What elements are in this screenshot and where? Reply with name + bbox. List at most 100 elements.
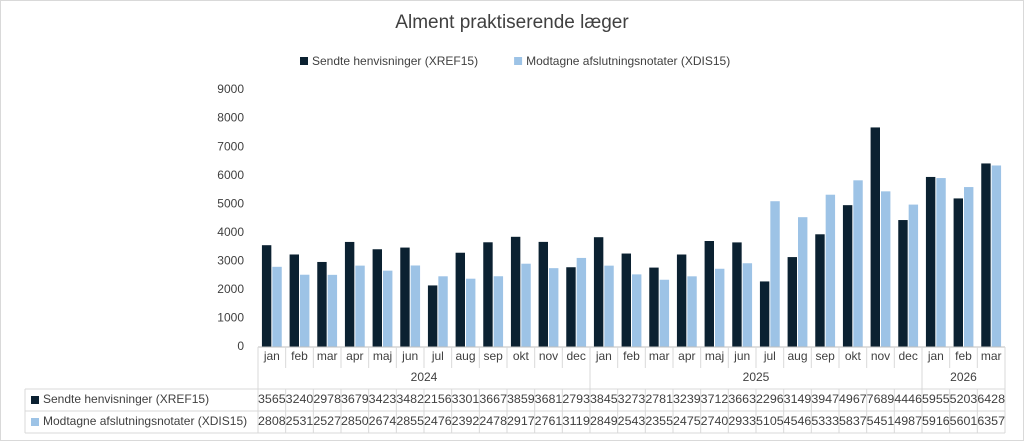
- x-tick-label: dec: [898, 349, 917, 363]
- bar: [964, 187, 974, 347]
- x-tick-label: jan: [595, 349, 612, 363]
- bar: [825, 194, 836, 347]
- table-legend-key: [31, 418, 39, 426]
- bar: [621, 253, 631, 347]
- year-label: 2024: [411, 370, 438, 384]
- x-tick-label: jul: [763, 349, 776, 363]
- table-value: 3859: [507, 394, 535, 406]
- x-tick-label: jul: [431, 349, 444, 363]
- table-value: 2156: [424, 394, 452, 406]
- table-value: 5837: [839, 416, 867, 428]
- x-tick-label: nov: [539, 349, 558, 363]
- table-value: 6428: [977, 394, 1005, 406]
- y-tick-label: 3000: [217, 254, 244, 268]
- table-value: 3667: [479, 394, 507, 406]
- bar: [549, 268, 559, 347]
- x-tick-label: dec: [566, 349, 585, 363]
- bar: [466, 278, 476, 347]
- y-tick-label: 6000: [217, 168, 244, 182]
- bar: [732, 242, 742, 347]
- bar: [649, 267, 659, 347]
- x-tick-label: feb: [291, 349, 308, 363]
- table-value: 3273: [618, 394, 646, 406]
- table-value: 3239: [673, 394, 701, 406]
- bar: [410, 265, 421, 347]
- bar: [815, 234, 825, 347]
- legend-swatch: [300, 57, 308, 65]
- table-value: 6357: [977, 416, 1005, 428]
- bar: [659, 279, 670, 347]
- table-value: 5105: [756, 416, 784, 428]
- bar: [715, 268, 725, 347]
- table-value: 2674: [369, 416, 397, 428]
- table-value: 3301: [452, 394, 480, 406]
- table-value: 7689: [867, 394, 895, 406]
- table-value: 2531: [286, 416, 314, 428]
- table-value: 2855: [396, 416, 424, 428]
- bar: [483, 242, 493, 347]
- bar: [936, 178, 946, 347]
- table-value: 2296: [756, 394, 784, 406]
- bar: [455, 252, 465, 347]
- x-tick-label: jun: [733, 349, 750, 363]
- bar: [981, 163, 991, 347]
- x-tick-label: jun: [401, 349, 418, 363]
- table-value: 2478: [479, 416, 507, 428]
- x-tick-label: maj: [705, 349, 724, 363]
- y-tick-label: 0: [237, 339, 244, 353]
- x-tick-label: feb: [955, 349, 972, 363]
- table-value: 2355: [645, 416, 673, 428]
- year-label: 2026: [950, 370, 977, 384]
- table-value: 2850: [341, 416, 369, 428]
- y-tick-label: 5000: [217, 196, 244, 210]
- table-value: 2793: [562, 394, 590, 406]
- table-value: 2475: [673, 416, 701, 428]
- bar: [438, 276, 448, 347]
- x-tick-label: sep: [483, 349, 503, 363]
- table-value: 2527: [313, 416, 341, 428]
- bar: [300, 274, 310, 347]
- x-tick-label: okt: [513, 349, 530, 363]
- year-label: 2025: [743, 370, 770, 384]
- legend-label: Sendte henvisninger (XREF15): [312, 54, 478, 68]
- bar: [842, 205, 853, 347]
- table-value: 3663: [728, 394, 756, 406]
- x-tick-label: mar: [317, 349, 338, 363]
- table-value: 2392: [452, 416, 480, 428]
- bar: [759, 281, 770, 347]
- table-value: 2543: [618, 416, 646, 428]
- table-value: 3149: [784, 394, 812, 406]
- bar: [870, 127, 880, 347]
- table-value: 2781: [645, 394, 673, 406]
- table-value: 4987: [894, 416, 922, 428]
- bar: [576, 257, 587, 347]
- x-tick-label: mar: [981, 349, 1002, 363]
- bar: [493, 276, 504, 347]
- x-tick-label: mar: [649, 349, 670, 363]
- table-value: 3482: [396, 394, 424, 406]
- bar: [427, 285, 438, 347]
- y-tick-label: 2000: [217, 282, 244, 296]
- bar: [327, 274, 338, 347]
- table-row-header: Modtagne afslutningsnotater (XDIS15): [43, 414, 247, 428]
- table-value: 2917: [507, 416, 535, 428]
- table-value: 4967: [839, 394, 867, 406]
- table-value: 3845: [590, 394, 618, 406]
- table-value: 5333: [811, 416, 839, 428]
- bar: [898, 220, 908, 347]
- table-value: 3681: [535, 394, 563, 406]
- bar: [798, 217, 808, 347]
- bar: [521, 263, 531, 347]
- x-tick-label: apr: [346, 349, 363, 363]
- x-tick-label: jan: [927, 349, 944, 363]
- table-value: 5601: [950, 416, 978, 428]
- table-value: 2849: [590, 416, 618, 428]
- x-tick-label: maj: [373, 349, 392, 363]
- table-row-header: Sendte henvisninger (XREF15): [43, 392, 209, 406]
- table-value: 3240: [286, 394, 314, 406]
- x-tick-label: sep: [815, 349, 835, 363]
- table-value: 3119: [562, 416, 590, 428]
- bar: [991, 165, 1002, 347]
